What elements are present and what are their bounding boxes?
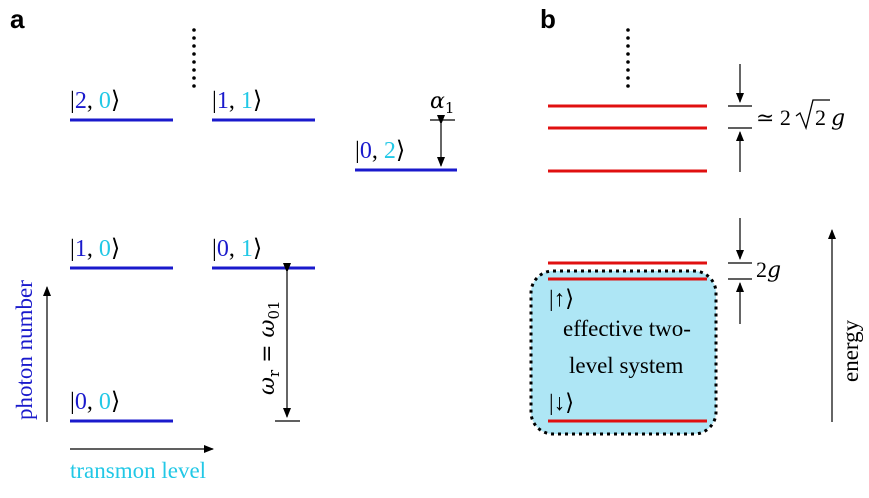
panel-b-label: b [540, 4, 556, 34]
lower-splitting-bracket [728, 218, 752, 324]
ket-2-0: |2, 0⟩ [70, 88, 120, 114]
tls-up-state: |↑⟩ [549, 286, 574, 311]
resonance-bracket [275, 263, 300, 422]
lower-splitting-label: 2g [756, 257, 781, 283]
tls-box [529, 269, 718, 436]
panel-b-ellipsis-dots [626, 28, 630, 88]
tls-line2: level system [569, 353, 683, 378]
anharmonicity-bracket [430, 115, 455, 167]
energy-label: energy [838, 319, 863, 382]
upper-splitting-label: ≃ 2 2 g [756, 99, 845, 131]
ket-0-1: |0, 1⟩ [212, 236, 262, 262]
svg-text:2: 2 [815, 105, 826, 130]
resonance-label: ωr = ω01 [255, 300, 283, 395]
panel-a-label: a [10, 4, 25, 34]
svg-text:≃ 2: ≃ 2 [756, 105, 791, 130]
svg-text:g: g [831, 106, 845, 131]
tls-down-state: |↓⟩ [549, 390, 574, 415]
ket-1-1: |1, 1⟩ [212, 88, 262, 114]
photon-number-label: photon number [12, 280, 37, 420]
transmon-level-label: transmon level [70, 458, 206, 483]
ket-0-0: |0, 0⟩ [70, 389, 120, 415]
ket-1-0: |1, 0⟩ [70, 236, 120, 262]
ket-0-2: |0, 2⟩ [355, 138, 405, 164]
alpha1-label: α1 [430, 89, 454, 117]
upper-splitting-bracket [728, 64, 752, 172]
tls-line1: effective two- [563, 316, 691, 341]
panel-a-ellipsis-dots [192, 28, 196, 88]
